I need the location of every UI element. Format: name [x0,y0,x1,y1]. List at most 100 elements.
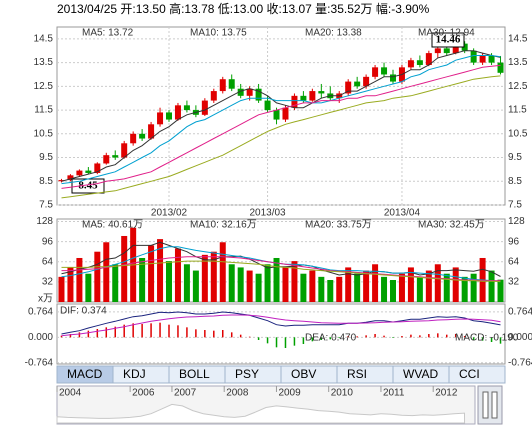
quote-header: 2013/04/25 开:13.50 高:13.78 低:13.00 收:13.… [57,1,430,16]
candle-body [76,170,83,176]
tab-label[interactable]: CCI [459,367,480,381]
volume-bar [497,279,504,302]
tab-label[interactable]: KDJ [123,367,146,381]
y-tick-label: 12.5 [508,81,528,92]
volume-bar [174,248,181,302]
candle-body [148,124,155,139]
candle-body [309,91,316,101]
timeline-year: 2006 [132,388,155,399]
legend-entry: MA5: 40.61万 [82,220,143,231]
candle-body [228,79,235,89]
legend-entry: MA5: 13.72 [82,28,134,39]
volume-bar [103,242,110,302]
candle-body [425,53,432,65]
tab-label[interactable]: BOLL [179,367,210,381]
volume-bar [192,270,199,302]
candle-body [139,133,146,139]
y-tick-label: 13.5 [508,57,528,68]
candle-body [363,76,370,87]
tab-label[interactable]: RSI [347,367,367,381]
y-tick-label: 14.5 [34,34,54,45]
legend-entry: MA30: 32.45万 [418,220,485,231]
volume-bar [201,254,208,302]
volume-bar [183,264,190,302]
x-tick-label: 2013/03 [249,208,286,219]
volume-bar [425,270,432,302]
candle-body [443,48,450,54]
volume-bar [255,273,262,302]
ma-line [61,256,501,282]
y-tick-label: 0.764 [28,307,53,318]
volume-bar [246,270,253,302]
candle-body [130,133,137,144]
y-tick-label: 14.5 [508,34,528,45]
volume-bar [228,264,235,302]
timeline-year: 2010 [331,388,354,399]
candle-body [372,67,379,77]
candle-body [94,163,101,173]
volume-bar [67,267,74,302]
candle-body [318,91,325,94]
volume-bar [407,267,414,302]
legend-entry: DEA: 0.470 [305,333,357,344]
volume-bar [452,267,459,302]
volume-bar [372,264,379,302]
y-tick-label: 128 [508,216,525,227]
candle-body [273,110,280,120]
y-tick-label: 9.5 [508,152,522,163]
legend-entry: MA10: 13.75 [190,28,247,39]
candle-body [103,155,110,164]
timeline-year: 2008 [226,388,249,399]
ma-line [61,55,501,185]
y-tick-label: 8.5 [39,176,53,187]
timeline-year: 2004 [59,388,82,399]
y-tick-label: -0.764 [508,357,532,368]
candle-body [166,112,172,120]
candle-body [291,95,298,108]
candle-body [470,50,477,63]
candle-body [85,170,92,173]
y-tick-label: 0.000 [508,332,532,343]
indicator-tab[interactable] [448,365,506,384]
ma-line [61,75,501,199]
y-tick-label: 96 [508,236,520,247]
y-tick-label: 0.000 [28,332,53,343]
timeline-year: 2012 [435,388,458,399]
candle-body [58,180,65,182]
y-tick-label: 10.5 [508,128,528,139]
candle-body [434,48,441,54]
candle-body [381,67,388,75]
y-tick-label: 11.5 [508,105,527,116]
volume-bar [237,267,244,302]
legend-entry: MA20: 13.38 [305,28,362,39]
candle-body [121,143,128,158]
scroll-handle[interactable] [477,385,503,425]
candle-body [461,43,468,51]
tab-label[interactable]: MACD [67,367,103,381]
ma-line [61,64,501,189]
y-tick-label: 32 [42,277,54,288]
handle-grip[interactable] [482,391,489,419]
candle-body [219,79,226,92]
volume-panel [56,218,506,303]
x-tick-label: 2013/04 [384,208,421,219]
macd-panel [56,303,506,365]
ma-line [61,314,501,337]
legend-entry: MA10: 32.16万 [190,220,257,231]
tab-label[interactable]: OBV [291,367,316,381]
tab-label[interactable]: WVAD [403,367,438,381]
candle-body [210,91,217,101]
legend-entry: DIF: 0.374 [60,306,107,317]
y-tick-label: 96 [42,236,54,247]
candle-body [282,107,289,120]
candle-body [452,43,459,54]
volume-bar [336,276,343,302]
y-tick-label: 12.5 [34,81,54,92]
tab-label[interactable]: PSY [235,367,259,381]
annotation-box [431,32,465,48]
handle-grip[interactable] [491,391,498,419]
candle-body [67,175,74,181]
candle-body [246,88,253,96]
volume-bar [345,267,352,302]
